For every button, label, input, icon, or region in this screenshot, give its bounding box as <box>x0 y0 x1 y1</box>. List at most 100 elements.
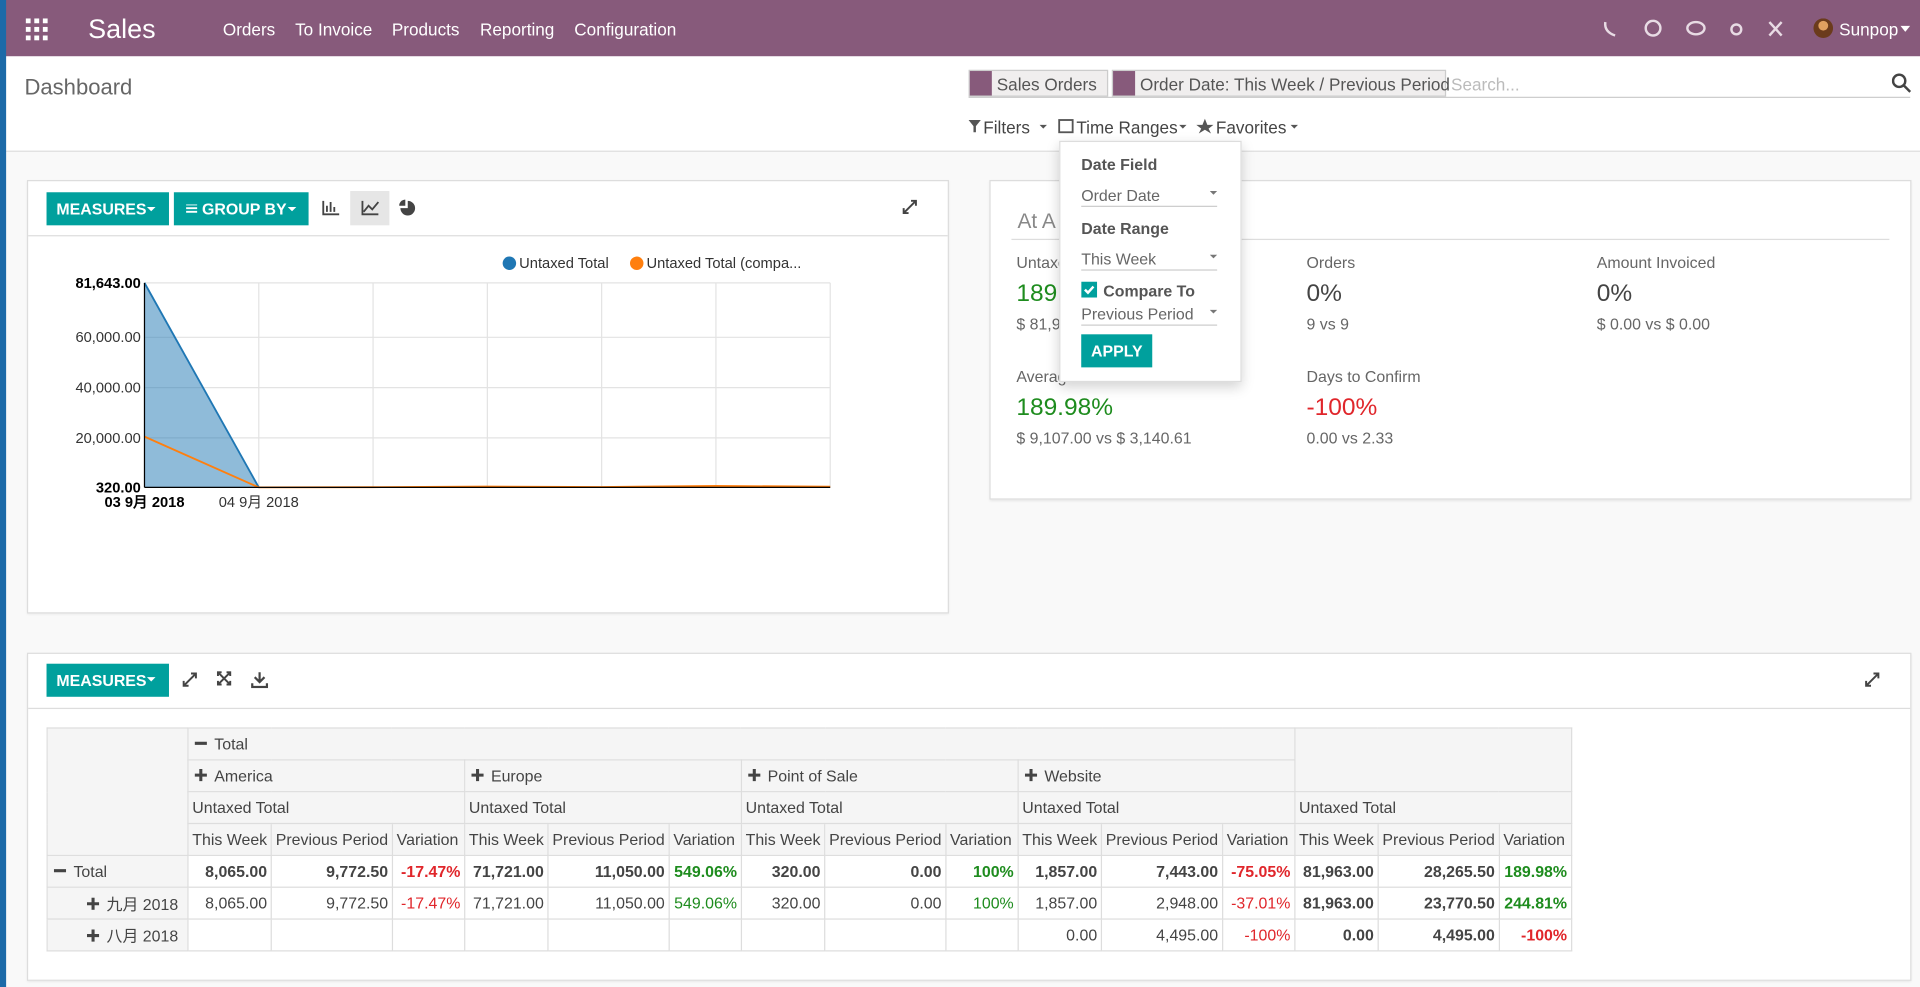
menu-item[interactable]: Reporting <box>480 19 555 40</box>
filters-button[interactable]: Filters <box>983 117 1030 138</box>
kpi-value: 0% <box>1306 280 1342 308</box>
compare-label[interactable]: Compare To <box>1103 281 1195 301</box>
kpi-value: 0% <box>1596 280 1633 308</box>
pivot-cell: 0.00 <box>824 854 947 888</box>
expand-icon[interactable] <box>901 198 918 215</box>
pivot-cell: 0.00 <box>1294 918 1379 952</box>
collapse-icon[interactable] <box>194 737 207 749</box>
kpi-value: -100% <box>1306 394 1378 422</box>
search-icon[interactable] <box>1891 73 1912 93</box>
apply-button[interactable]: APPLY <box>1081 334 1153 368</box>
expand-icon[interactable] <box>1864 671 1881 688</box>
kpi-detail: $ 0.00 vs $ 0.00 <box>1596 314 1711 334</box>
search-underline <box>968 96 1911 98</box>
period-header: Previous Period <box>1377 822 1500 856</box>
group-label[interactable]: Europe <box>490 766 543 785</box>
select-underline <box>1081 205 1218 207</box>
menu-item[interactable]: Configuration <box>574 19 677 40</box>
pivot-cell: -75.05% <box>1221 854 1296 888</box>
row-header: 九月 2018 <box>46 886 189 920</box>
period-header: This Week <box>740 822 826 856</box>
period-header: Variation <box>1498 822 1572 856</box>
user-name[interactable]: Sunpop <box>1839 19 1899 40</box>
y-tick-label: 81,643.00 <box>75 276 140 292</box>
favorites-button[interactable]: Favorites <box>1215 117 1287 138</box>
pivot-cell <box>270 918 394 952</box>
row-label[interactable]: Total <box>73 862 108 881</box>
systray-icons[interactable] <box>1598 17 1794 41</box>
row-label[interactable]: 八月 2018 <box>106 926 179 946</box>
pivot-cell <box>824 918 947 952</box>
period-header: Previous Period <box>270 822 394 856</box>
group-header: Europe <box>464 759 742 793</box>
pivot-cell: 0.00 <box>824 886 947 920</box>
search-facet[interactable]: Order Date: This Week / Previous Period <box>1111 69 1450 97</box>
search-placeholder[interactable]: Search... <box>1451 74 1520 95</box>
x-tick-label: 04 9月 2018 <box>219 495 299 511</box>
y-tick-label: 20,000.00 <box>75 431 140 447</box>
expand-icon[interactable] <box>748 769 761 782</box>
app-name[interactable]: Sales <box>88 13 156 45</box>
kpi-divider <box>1011 238 1890 241</box>
button-carets <box>146 204 297 213</box>
expand-icon[interactable] <box>86 929 100 942</box>
period-header: Variation <box>391 822 466 856</box>
kpi-label: Amount Invoiced <box>1596 253 1716 272</box>
pivot-cell <box>740 918 826 952</box>
group-label[interactable]: America <box>214 766 273 785</box>
apps-icon[interactable] <box>25 18 48 41</box>
expand-icon[interactable] <box>194 769 207 782</box>
kpi-detail: $ 9,107.00 vs $ 3,140.61 <box>1016 428 1192 447</box>
time-ranges-button[interactable]: Time Ranges <box>1076 117 1178 138</box>
expand-icon[interactable] <box>1024 769 1037 782</box>
compare-checkbox[interactable] <box>1081 281 1098 298</box>
pivot-cell: 8,065.00 <box>187 886 273 920</box>
header-empty <box>1294 727 1572 793</box>
pivot-cell <box>187 918 273 952</box>
menu-item[interactable]: To Invoice <box>295 19 373 40</box>
control-panel: Dashboard <box>0 56 1920 152</box>
option-icons <box>968 118 1298 134</box>
pivot-cell: 100% <box>945 886 1019 920</box>
pivot-cell: 320.00 <box>740 886 826 920</box>
group-row: America Europe Point of Sale Website <box>47 759 1571 793</box>
group-label[interactable]: Website <box>1044 766 1102 785</box>
expand-icon[interactable] <box>86 897 100 910</box>
pivot-cell: 9,772.50 <box>270 854 394 888</box>
expand-icon[interactable] <box>471 769 484 782</box>
menu-item[interactable]: Products <box>391 19 460 40</box>
row-label[interactable]: 九月 2018 <box>106 895 179 914</box>
filter-icon <box>969 71 992 96</box>
menu-item[interactable]: Orders <box>222 19 276 40</box>
pivot-cell: -17.47% <box>391 886 466 920</box>
pivot-cell: 244.81% <box>1498 886 1572 920</box>
pivot-cell: 100% <box>945 854 1019 888</box>
header-total: Total <box>187 727 1296 761</box>
period-header: Variation <box>1221 822 1296 856</box>
header-label[interactable]: Total <box>214 734 248 754</box>
pivot-cell: -100% <box>1221 918 1296 952</box>
date-field-select[interactable]: Order Date <box>1081 186 1160 205</box>
pivot-cell: 2,948.00 <box>1100 886 1224 920</box>
compare-select[interactable]: Previous Period <box>1081 304 1194 324</box>
pivot-cell: 7,443.00 <box>1100 854 1224 888</box>
measures-button[interactable]: MEASURES <box>46 192 169 226</box>
measure-header: Untaxed Total <box>1017 791 1296 825</box>
period-header: This Week <box>1294 822 1379 856</box>
select-carets <box>1209 191 1218 314</box>
pivot-cell: 189.98% <box>1498 854 1572 888</box>
group-label[interactable]: Point of Sale <box>767 766 858 785</box>
collapse-icon[interactable] <box>53 865 67 877</box>
date-range-select[interactable]: This Week <box>1081 249 1157 269</box>
measures-button[interactable]: MEASURES <box>46 663 169 697</box>
group-header: America <box>187 759 466 793</box>
pivot-cell: 9,772.50 <box>270 886 394 920</box>
search-facet[interactable]: Sales Orders <box>968 69 1109 97</box>
avatar[interactable] <box>1813 18 1834 38</box>
corner-cell <box>46 727 189 856</box>
pivot-cell: -37.01% <box>1221 886 1296 920</box>
pivot-tools[interactable] <box>182 671 269 689</box>
view-switcher[interactable] <box>321 198 419 218</box>
time-range-dropdown: Date Field Order Date Date Range This We… <box>1059 140 1242 383</box>
